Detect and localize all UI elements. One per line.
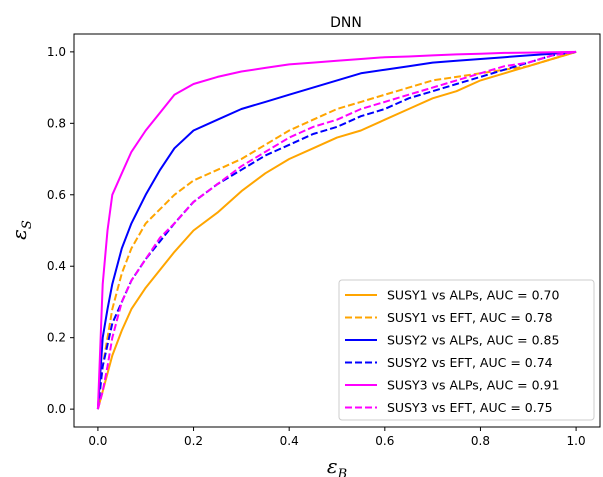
y-axis-label-subscript: S (20, 220, 35, 229)
legend-box (338, 279, 595, 421)
legend: SUSY1 vs ALPs, AUC = 0.70 SUSY1 vs EFT, A… (338, 279, 595, 421)
y-axis-label-symbol: ε (7, 229, 31, 240)
y-tick-label: 0.8 (47, 116, 66, 130)
series-line-5 (96, 50, 577, 410)
legend-label-3: SUSY2 vs ALPs, AUC = 0.85 (387, 333, 559, 348)
tick-layer: 0.0 0.2 0.4 0.6 0.8 1.0 0.0 0.2 0.4 0.6 0.8 1.0 (47, 45, 586, 448)
chart-title: DNN (330, 15, 362, 31)
series-line-2 (96, 50, 577, 410)
series-layer (96, 50, 577, 410)
series-line-1 (96, 50, 577, 410)
y-tick-label: 0.0 (47, 402, 66, 416)
legend-label-6: SUSY3 vs EFT, AUC = 0.75 (387, 400, 553, 415)
x-tick-label: 1.0 (567, 434, 586, 448)
series-line-6 (96, 50, 577, 410)
x-tick-label: 0.6 (375, 434, 394, 448)
legend-label-5: SUSY3 vs ALPs, AUC = 0.91 (387, 378, 559, 393)
y-tick-label: 0.2 (47, 331, 66, 345)
legend-label-2: SUSY1 vs EFT, AUC = 0.78 (387, 310, 553, 325)
y-tick-label: 1.0 (47, 45, 66, 59)
y-tick-label: 0.6 (47, 188, 66, 202)
x-axis-label-subscript: B (337, 467, 348, 477)
legend-entries: SUSY1 vs ALPs, AUC = 0.70 SUSY1 vs EFT, A… (345, 288, 559, 415)
series-line-3 (96, 50, 577, 410)
x-axis-label-symbol: ε (327, 454, 338, 477)
plot-frame (73, 33, 601, 428)
legend-label-1: SUSY1 vs ALPs, AUC = 0.70 (387, 288, 559, 303)
x-tick-label: 0.4 (280, 434, 299, 448)
legend-label-4: SUSY2 vs EFT, AUC = 0.74 (387, 355, 553, 370)
y-tick-label: 0.4 (47, 259, 66, 273)
x-tick-label: 0.8 (471, 434, 490, 448)
x-tick-label: 0.2 (184, 434, 203, 448)
x-axis-label: εB (327, 454, 347, 477)
y-axis-label: εS (7, 220, 35, 240)
x-tick-label: 0.0 (88, 434, 107, 448)
